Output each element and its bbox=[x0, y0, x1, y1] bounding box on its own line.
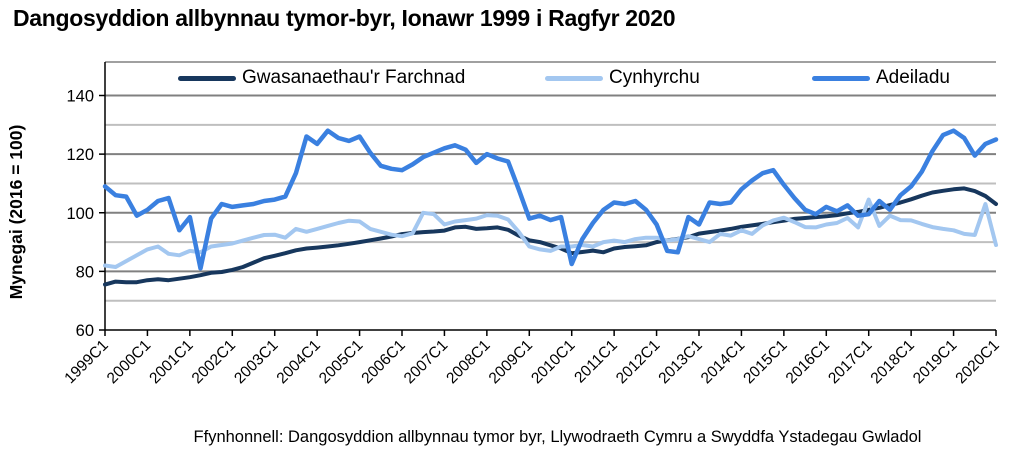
series-line-construction bbox=[102, 128, 999, 271]
x-tick-label: 2008C1 bbox=[443, 337, 493, 387]
y-tick-label: 120 bbox=[66, 146, 94, 164]
market-services-line-swatch bbox=[178, 75, 236, 81]
x-tick-label: 2014C1 bbox=[698, 337, 748, 387]
x-tick-label: 2018C1 bbox=[868, 337, 918, 387]
legend-label-production: Cynhyrchu bbox=[609, 67, 700, 88]
legend-item-construction: Adeiladu bbox=[812, 63, 950, 93]
y-tick-label: 80 bbox=[76, 263, 94, 281]
x-tick-label: 2005C1 bbox=[316, 337, 366, 387]
source-note: Ffynhonnell: Dangosyddion allbynnau tymo… bbox=[193, 428, 922, 446]
x-tick-label: 2020C1 bbox=[952, 337, 1002, 387]
x-tick-label: 2019C1 bbox=[910, 337, 960, 387]
legend-label-construction: Adeiladu bbox=[876, 67, 950, 88]
chart-title: Dangosyddion allbynnau tymor-byr, Ionawr… bbox=[13, 5, 676, 31]
series-line-market-services bbox=[103, 186, 998, 287]
y-tick-label: 100 bbox=[66, 205, 94, 223]
x-tick-label: 2006C1 bbox=[358, 337, 408, 387]
construction-line-swatch bbox=[812, 75, 870, 81]
x-tick-label: 2002C1 bbox=[189, 337, 239, 387]
x-tick-label: 2010C1 bbox=[528, 337, 578, 387]
production-line-swatch bbox=[545, 75, 603, 81]
y-axis-title: Mynegai (2016 = 100) bbox=[6, 125, 26, 300]
x-tick-label: 2017C1 bbox=[825, 337, 875, 387]
x-tick-label: 2007C1 bbox=[401, 337, 451, 387]
x-tick-label: 2011C1 bbox=[571, 337, 621, 387]
legend-item-production: Cynhyrchu bbox=[545, 63, 700, 93]
x-tick-label: 2003C1 bbox=[231, 337, 281, 387]
y-tick-label: 60 bbox=[76, 322, 94, 340]
x-tick-label: 2009C1 bbox=[486, 337, 536, 387]
legend: Gwasanaethau'r Farchnad Cynhyrchu Adeila… bbox=[0, 63, 1027, 93]
legend-label-market-services: Gwasanaethau'r Farchnad bbox=[242, 67, 466, 88]
x-tick-label: 2015C1 bbox=[740, 337, 790, 387]
x-tick-label: 2001C1 bbox=[146, 337, 196, 387]
y-tick-label: 140 bbox=[66, 88, 94, 106]
x-tick-label: 2012C1 bbox=[613, 337, 663, 387]
x-tick-label: 1999C1 bbox=[61, 337, 111, 387]
series-line-production bbox=[103, 197, 998, 269]
legend-item-market-services: Gwasanaethau'r Farchnad bbox=[178, 63, 465, 93]
x-tick-label: 2016C1 bbox=[783, 337, 833, 387]
x-tick-label: 2004C1 bbox=[274, 337, 324, 387]
x-tick-label: 2000C1 bbox=[104, 337, 154, 387]
x-tick-label: 2013C1 bbox=[655, 337, 705, 387]
